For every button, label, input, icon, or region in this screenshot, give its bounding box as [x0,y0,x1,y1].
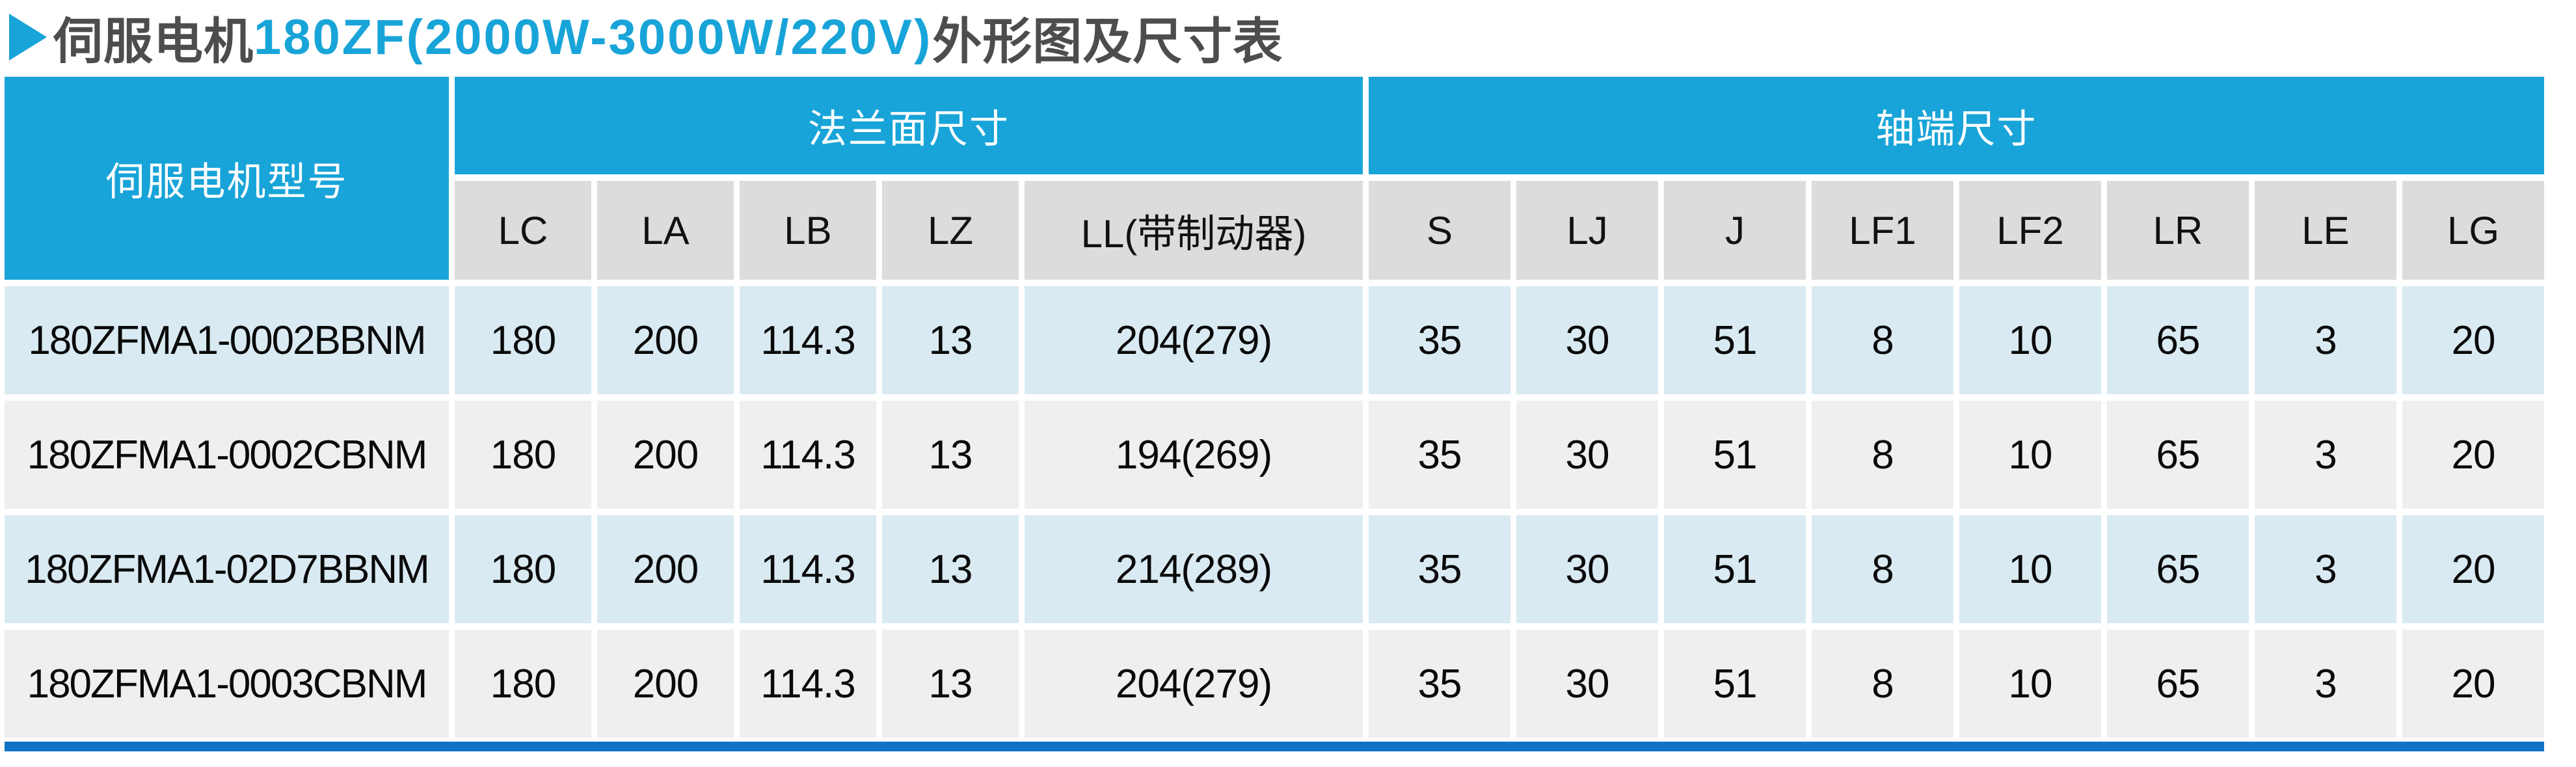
column-header-le: LE [2255,181,2396,280]
title-suffix: 外形图及尺寸表 [932,14,1283,70]
value-cell: 65 [2107,630,2249,738]
column-header-j: J [1664,181,1806,280]
value-cell: 114.3 [740,630,876,738]
value-cell: 10 [1959,630,2101,738]
arrow-right-icon [9,14,47,61]
column-header-lj: LJ [1516,181,1658,280]
value-cell: 10 [1959,515,2101,623]
value-cell: 51 [1664,286,1806,394]
value-cell: 65 [2107,286,2249,394]
group-header-shaft: 轴端尺寸 [1369,77,2544,174]
value-cell: 13 [882,515,1019,623]
value-cell: 65 [2107,515,2249,623]
column-header-s: S [1369,181,1510,280]
bottom-accent-bar [5,742,2544,751]
value-cell: 200 [597,515,734,623]
value-cell: 20 [2402,515,2544,623]
title-prefix: 伺服电机 [53,14,254,70]
column-header-lc: LC [455,181,591,280]
value-cell: 180 [455,286,591,394]
value-cell: 180 [455,630,591,738]
value-cell: 204(279) [1025,286,1363,394]
model-column-header: 伺服电机型号 [5,77,449,280]
column-header-lb: LB [740,181,876,280]
value-cell: 65 [2107,401,2249,509]
value-cell: 30 [1516,286,1658,394]
column-header-lf2: LF2 [1959,181,2101,280]
page-title: 伺服电机 180ZF(2000W-3000W/220V) 外形图及尺寸表 [9,0,1283,74]
value-cell: 8 [1812,401,1953,509]
value-cell: 180 [455,401,591,509]
model-cell: 180ZFMA1-0002BBNM [5,286,449,394]
value-cell: 30 [1516,515,1658,623]
value-cell: 200 [597,286,734,394]
value-cell: 10 [1959,286,2101,394]
value-cell: 204(279) [1025,630,1363,738]
column-header-ll: LL(带制动器) [1025,181,1363,280]
value-cell: 51 [1664,401,1806,509]
value-cell: 35 [1369,401,1510,509]
value-cell: 20 [2402,286,2544,394]
value-cell: 214(289) [1025,515,1363,623]
value-cell: 194(269) [1025,401,1363,509]
value-cell: 51 [1664,630,1806,738]
value-cell: 13 [882,401,1019,509]
value-cell: 8 [1812,286,1953,394]
value-cell: 3 [2255,630,2396,738]
value-cell: 8 [1812,630,1953,738]
value-cell: 51 [1664,515,1806,623]
value-cell: 3 [2255,515,2396,623]
value-cell: 114.3 [740,286,876,394]
column-header-lf1: LF1 [1812,181,1953,280]
value-cell: 8 [1812,515,1953,623]
value-cell: 114.3 [740,401,876,509]
value-cell: 114.3 [740,515,876,623]
value-cell: 35 [1369,286,1510,394]
model-cell: 180ZFMA1-0002CBNM [5,401,449,509]
column-header-la: LA [597,181,734,280]
value-cell: 200 [597,401,734,509]
title-highlight: 180ZF(2000W-3000W/220V) [254,9,933,65]
value-cell: 200 [597,630,734,738]
group-header-flange: 法兰面尺寸 [455,77,1363,174]
value-cell: 10 [1959,401,2101,509]
value-cell: 35 [1369,515,1510,623]
value-cell: 180 [455,515,591,623]
model-cell: 180ZFMA1-0003CBNM [5,630,449,738]
value-cell: 13 [882,630,1019,738]
value-cell: 3 [2255,401,2396,509]
column-header-lr: LR [2107,181,2249,280]
value-cell: 20 [2402,401,2544,509]
value-cell: 30 [1516,401,1658,509]
value-cell: 13 [882,286,1019,394]
column-header-lg: LG [2402,181,2544,280]
model-cell: 180ZFMA1-02D7BBNM [5,515,449,623]
dimension-table: 伺服电机型号 法兰面尺寸 轴端尺寸 LC LA LB LZ LL(带制动器) S… [5,77,2544,738]
value-cell: 35 [1369,630,1510,738]
value-cell: 20 [2402,630,2544,738]
column-header-lz: LZ [882,181,1019,280]
value-cell: 3 [2255,286,2396,394]
value-cell: 30 [1516,630,1658,738]
